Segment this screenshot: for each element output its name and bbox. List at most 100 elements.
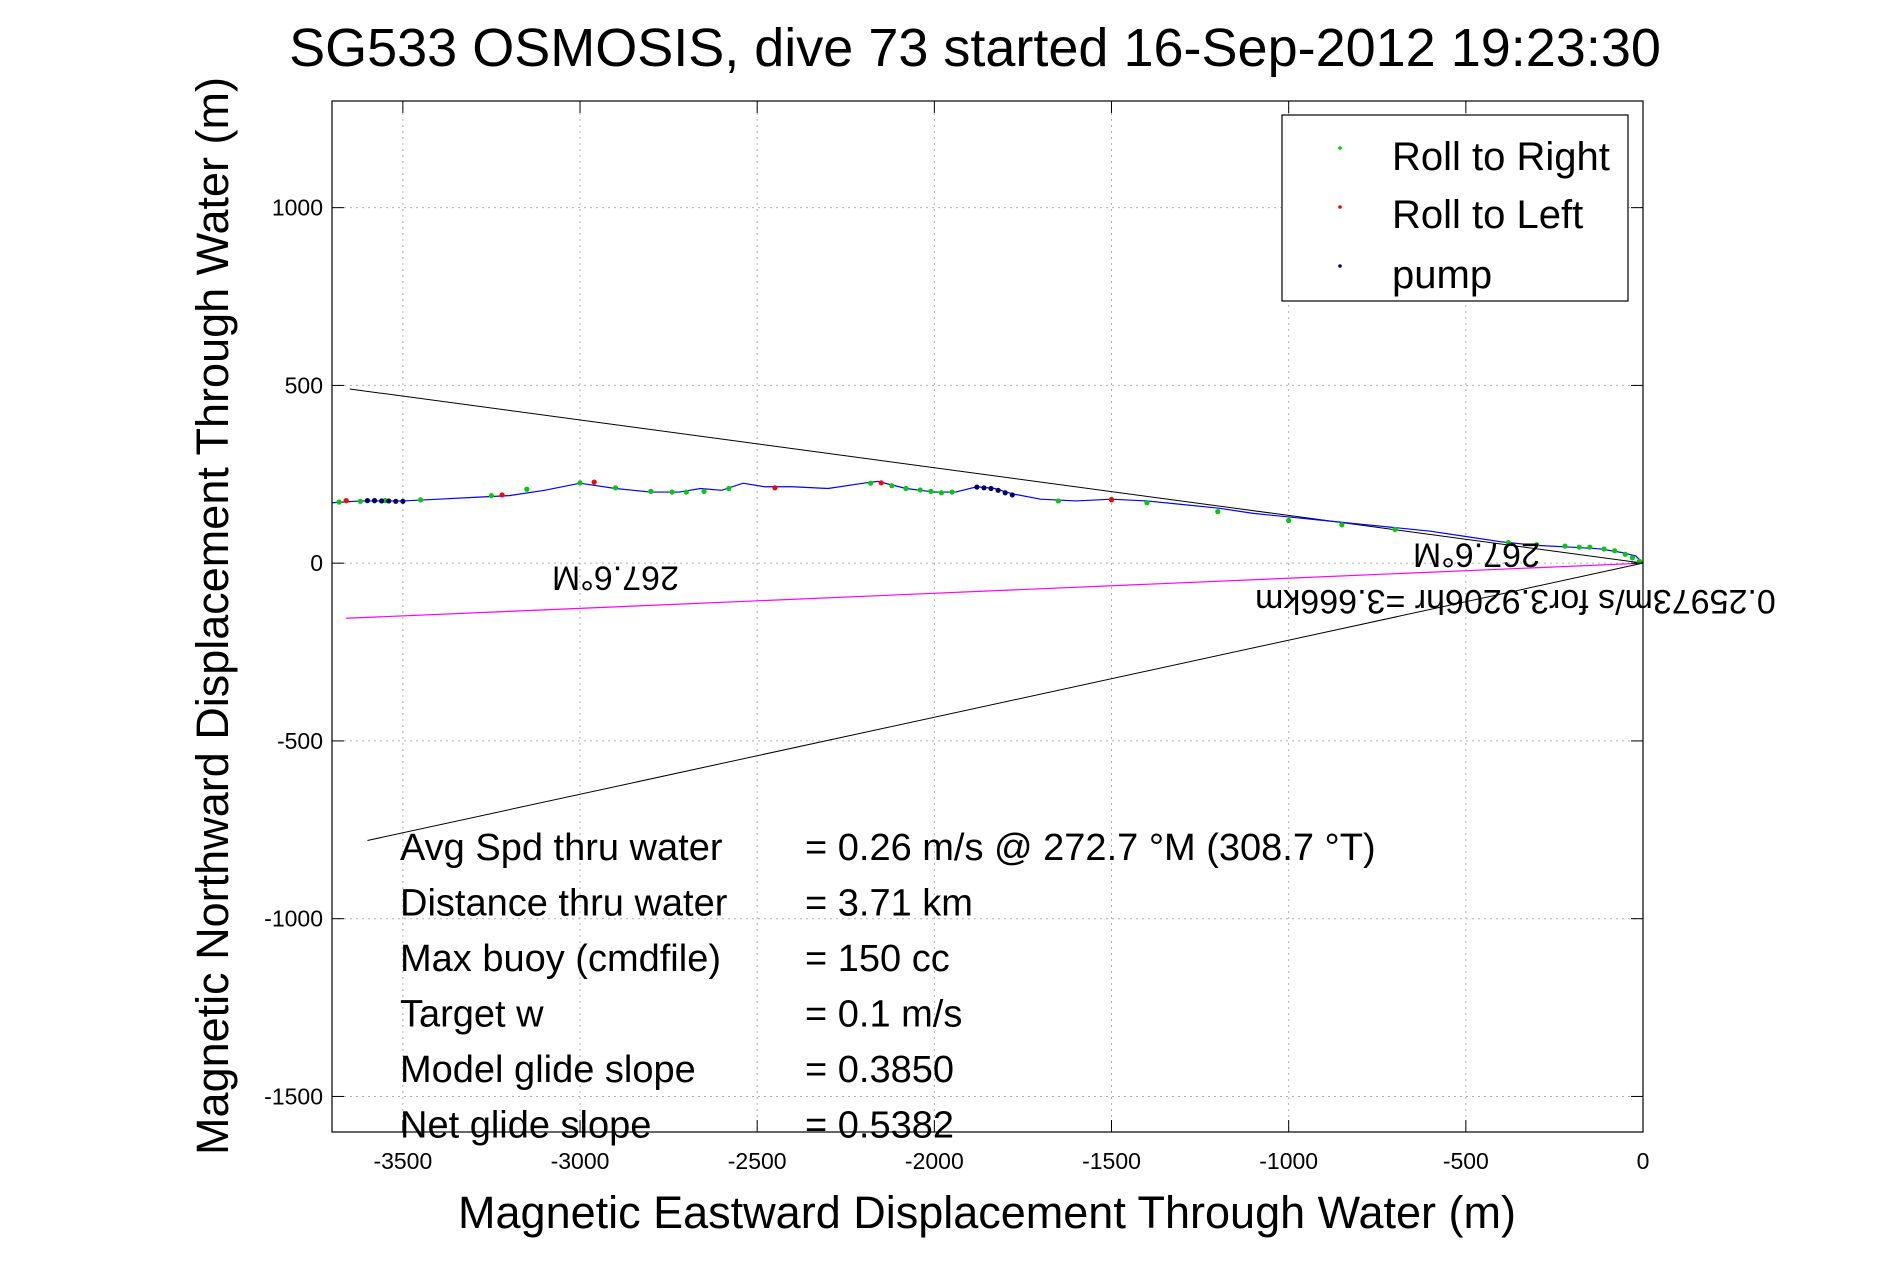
roll-right-point: [701, 488, 707, 494]
roll-right-point: [1601, 546, 1607, 552]
roll-right-point: [488, 493, 495, 499]
x-tick-label: -1000: [1259, 1148, 1318, 1174]
summary-label: Model glide slope: [400, 1049, 696, 1091]
pump-point: [379, 498, 385, 504]
summary-label: Avg Spd thru water: [400, 827, 723, 869]
pump-point: [988, 485, 994, 492]
summary-box: Avg Spd thru water = 0.26 m/s @ 272.7 °M …: [400, 827, 1376, 1147]
roll-right-point: [928, 488, 934, 494]
roll-right-point: [1286, 517, 1292, 524]
pump-point: [400, 498, 406, 504]
pump-point: [1002, 490, 1008, 496]
roll-right-point: [669, 489, 675, 495]
x-tick-label: -3500: [373, 1148, 432, 1174]
roll-right-point: [949, 489, 955, 495]
roll-right-point: [1562, 543, 1568, 549]
heading-line-1: [349, 388, 1643, 564]
legend-label-pump: pump: [1392, 253, 1492, 297]
roll-right-point: [903, 485, 909, 492]
roll-right-point: [1612, 548, 1618, 554]
roll-left-point: [343, 498, 349, 504]
summary-value: = 150 cc: [805, 938, 950, 980]
roll-right-point: [1215, 509, 1221, 515]
roll-right-point: [917, 487, 923, 493]
roll-right-point: [524, 486, 530, 492]
speed-line: [346, 562, 1643, 619]
pump-point: [981, 485, 987, 491]
heading-line-2: [367, 562, 1643, 841]
roll-right-point: [336, 499, 342, 505]
roll-right-point: [726, 485, 732, 492]
roll-left-point: [1108, 497, 1115, 503]
roll-left-point: [772, 485, 778, 491]
pump-point: [386, 498, 392, 504]
summary-value: = 0.1 m/s: [805, 994, 962, 1036]
x-tick-label: 0: [1637, 1148, 1650, 1174]
roll-right-point: [889, 483, 895, 489]
y-tick-label: 500: [285, 372, 323, 398]
summary-label: Target w: [400, 994, 544, 1036]
roll-right-point: [1144, 500, 1150, 506]
roll-right-point: [1055, 498, 1061, 504]
legend-marker-pump: [1338, 264, 1342, 268]
legend: Roll to Right Roll to Left pump: [1281, 114, 1629, 302]
plot-frame: [331, 100, 1644, 1133]
summary-value: = 0.3850: [805, 1049, 954, 1091]
axis-ticks: -3500 -3000 -2500 -2000 -1500 -1000 -500 0 -1500…: [264, 101, 1649, 1174]
line-annotation-3: 0.25973m/s for3.9206hr =3.666km: [1255, 582, 1776, 620]
roll-right-point: [1576, 544, 1582, 550]
legend-marker-roll-left: [1338, 205, 1342, 209]
dive-track-line: [332, 480, 1643, 564]
x-tick-label: -3000: [551, 1148, 610, 1174]
pump-point: [393, 498, 399, 504]
roll-right-point: [648, 488, 654, 494]
x-tick-label: -2500: [728, 1148, 787, 1174]
roll-right-point: [1505, 539, 1511, 546]
y-tick-label: 1000: [272, 195, 323, 221]
summary-value: = 0.5382: [805, 1105, 954, 1147]
data-layer: [332, 388, 1643, 841]
roll-left-point: [878, 480, 884, 486]
roll-left-point: [591, 479, 597, 485]
summary-label: Net glide slope: [400, 1105, 651, 1147]
pump-point: [371, 498, 378, 504]
annotations: 267.6°M 267.6°M 0.25973m/s for3.9206hr =3.…: [552, 536, 1776, 620]
roll-right-point: [417, 497, 424, 503]
chart-title: SG533 OSMOSIS, dive 73 started 16-Sep-20…: [289, 18, 1661, 78]
grid: [332, 101, 1643, 1132]
x-tick-label: -2000: [905, 1148, 964, 1174]
summary-value: = 3.71 km: [805, 883, 973, 925]
summary-value: = 0.26 m/s @ 272.7 °M (308.7 °T): [805, 827, 1376, 869]
legend-label-roll-left: Roll to Left: [1392, 193, 1583, 237]
legend-label-roll-right: Roll to Right: [1392, 135, 1610, 179]
line-annotation-1: 267.6°M: [552, 559, 679, 597]
legend-marker-roll-right: [1338, 146, 1342, 150]
roll-right-point: [938, 490, 945, 496]
roll-right-point: [1622, 551, 1628, 557]
roll-right-point: [1339, 522, 1345, 528]
y-tick-label: -500: [277, 728, 323, 754]
line-annotation-2: 267.6°M: [1413, 536, 1540, 574]
summary-label: Distance thru water: [400, 883, 728, 925]
pump-point: [995, 487, 1001, 493]
roll-right-point: [1392, 526, 1398, 532]
roll-right-point: [357, 498, 363, 504]
roll-right-point: [1534, 542, 1540, 548]
roll-right-point: [867, 480, 874, 486]
pump-point: [364, 498, 371, 504]
roll-right-point: [577, 480, 583, 486]
roll-right-point: [1629, 555, 1635, 561]
roll-right-point: [1587, 544, 1593, 550]
pump-point: [1009, 492, 1015, 498]
y-tick-label: 0: [310, 550, 323, 576]
roll-left-point: [499, 492, 505, 498]
pump-point: [974, 484, 980, 490]
y-axis-label: Magnetic Northward Displacement Through …: [187, 77, 238, 1155]
y-tick-label: -1000: [264, 906, 323, 932]
roll-right-point: [683, 489, 689, 495]
x-tick-label: -500: [1443, 1148, 1489, 1174]
roll-right-point: [612, 485, 619, 491]
summary-label: Max buoy (cmdfile): [400, 938, 721, 980]
x-tick-label: -1500: [1082, 1148, 1141, 1174]
